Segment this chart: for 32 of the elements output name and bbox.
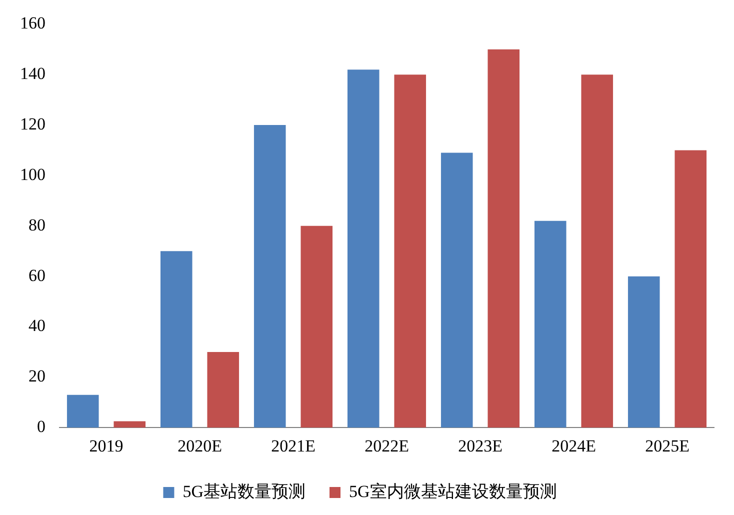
legend-label: 5G基站数量预测 (182, 482, 306, 501)
bar (66, 394, 99, 428)
bar (581, 74, 614, 428)
bar (394, 74, 426, 428)
bar (488, 49, 520, 428)
x-tick-label: 2024E (552, 436, 596, 456)
bar (300, 226, 333, 428)
x-tick-label: 2019 (89, 436, 124, 456)
bar (628, 276, 660, 428)
bar (440, 152, 473, 428)
x-tick-label: 2023E (458, 436, 502, 456)
y-tick-label: 160 (20, 14, 46, 33)
x-tick-label: 2020E (178, 436, 222, 456)
y-tick-label: 60 (28, 266, 46, 285)
bar (674, 150, 707, 428)
y-tick-label: 80 (28, 215, 46, 234)
bar (207, 352, 240, 428)
y-tick-label: 100 (20, 164, 46, 184)
y-tick-label: 40 (28, 316, 46, 336)
x-tick-label: 2021E (271, 436, 316, 456)
bar (160, 251, 192, 428)
y-tick-label: 140 (20, 64, 46, 84)
x-tick-label: 2025E (645, 436, 690, 456)
bar (254, 125, 286, 428)
bar (534, 220, 566, 428)
legend-label: 5G室内微基站建设数量预测 (349, 482, 557, 501)
y-tick-label: 20 (28, 366, 46, 386)
x-tick-label: 2022E (364, 436, 409, 456)
bar (347, 70, 380, 428)
bar (114, 421, 146, 428)
y-tick-label: 0 (37, 417, 46, 436)
y-tick-label: 120 (20, 114, 46, 134)
